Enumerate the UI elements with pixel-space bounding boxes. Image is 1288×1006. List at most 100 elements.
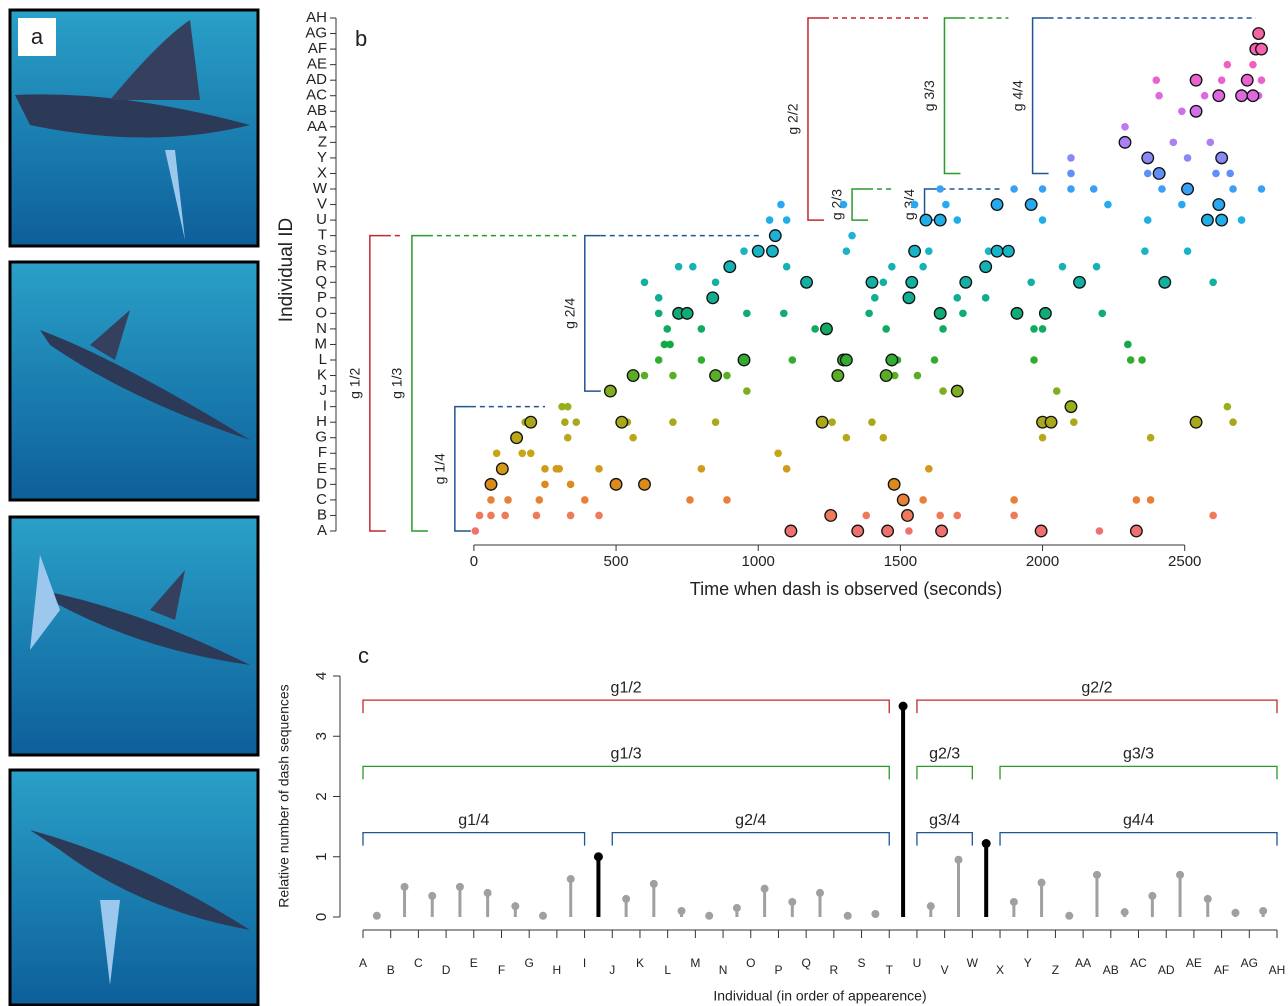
dash-point xyxy=(828,418,836,426)
dash-point xyxy=(1095,527,1104,535)
group-label: g3/3 xyxy=(1123,746,1154,763)
circled-point xyxy=(990,244,1004,258)
circled-point xyxy=(784,524,798,538)
dash-point xyxy=(782,262,791,271)
dash-point xyxy=(1058,262,1067,271)
dash-point xyxy=(535,496,544,504)
bracket xyxy=(999,832,1278,846)
lollipop-head xyxy=(566,875,575,884)
dash-point xyxy=(1249,60,1257,69)
circled-point xyxy=(879,369,893,382)
circled-point xyxy=(950,384,964,398)
dash-point xyxy=(1223,60,1232,69)
bracket xyxy=(916,699,1278,714)
circled-point xyxy=(1189,73,1203,87)
y-tick-label: V xyxy=(317,196,327,213)
dash-point xyxy=(788,356,797,364)
x-tick-label: AG xyxy=(1241,956,1258,970)
dash-point xyxy=(669,418,677,426)
x-tick-label: 1500 xyxy=(884,553,917,570)
circled-point xyxy=(1252,27,1266,40)
dash-point xyxy=(1126,356,1135,364)
dash-point xyxy=(1092,262,1101,271)
y-tick-label: Y xyxy=(317,149,327,166)
x-tick-label: R xyxy=(830,963,839,977)
dash-point xyxy=(1010,496,1018,504)
x-tick-label: V xyxy=(941,963,949,977)
dash-point xyxy=(572,418,581,426)
dash-point xyxy=(1229,418,1237,426)
group-label: g 1/4 xyxy=(432,453,448,484)
lollipop-head xyxy=(705,911,714,920)
group-label: g 1/2 xyxy=(347,368,363,399)
bracket xyxy=(943,17,961,175)
circled-point xyxy=(905,275,919,289)
dash-point xyxy=(1067,169,1075,178)
circled-point xyxy=(1038,306,1052,320)
x-axis-label: Time when dash is observed (seconds) xyxy=(690,579,1002,599)
y-axis-label: Relative number of dash sequences xyxy=(276,684,292,907)
circled-point xyxy=(737,353,751,367)
circled-point xyxy=(1240,73,1254,87)
y-tick-label: I xyxy=(323,398,327,415)
bracket xyxy=(362,832,586,846)
dash-point xyxy=(1089,185,1098,193)
lollipop-head xyxy=(622,894,631,903)
circled-point xyxy=(979,260,993,274)
lollipop-head xyxy=(843,911,852,920)
panel-label: a xyxy=(31,24,44,49)
dash-point xyxy=(953,294,962,302)
bracket xyxy=(999,765,1278,780)
circled-point xyxy=(800,275,814,289)
lollipop-head xyxy=(539,911,548,920)
y-tick-label: E xyxy=(317,460,327,477)
dash-point xyxy=(471,527,480,535)
x-tick-label: G xyxy=(525,956,534,970)
x-tick-label: AD xyxy=(1158,963,1175,977)
lollipop-head xyxy=(788,897,797,906)
x-tick-label: C xyxy=(414,956,423,970)
dash-point xyxy=(882,325,890,333)
x-axis-label: Individual (in order of appearence) xyxy=(713,988,926,1004)
dash-point xyxy=(984,247,993,255)
y-axis-label: Individual ID xyxy=(276,218,297,323)
dash-point xyxy=(595,511,603,520)
circled-point xyxy=(1010,306,1024,320)
circled-point xyxy=(1212,89,1226,103)
circled-point xyxy=(638,477,651,491)
circled-point xyxy=(1212,198,1226,211)
y-tick-label: A xyxy=(317,522,327,539)
panel-label: c xyxy=(358,643,369,668)
circled-point xyxy=(887,477,901,491)
circled-point xyxy=(524,415,538,429)
dash-point xyxy=(1237,216,1246,224)
y-tick-label: AB xyxy=(307,102,327,119)
bracket xyxy=(916,765,973,780)
circled-point xyxy=(1034,524,1048,538)
x-tick-label: M xyxy=(690,956,700,970)
dash-point xyxy=(674,262,683,271)
dash-point xyxy=(870,294,879,302)
bracket xyxy=(851,188,869,221)
lollipop-head xyxy=(1148,891,1157,900)
x-tick-label: I xyxy=(583,956,586,970)
dash-point xyxy=(566,511,575,520)
dash-point xyxy=(566,480,575,489)
dash-point xyxy=(487,496,495,504)
y-tick-label: L xyxy=(319,351,327,368)
circled-point xyxy=(908,244,922,258)
y-tick-label: N xyxy=(316,320,327,337)
x-tick-label: A xyxy=(359,956,367,970)
dash-point xyxy=(777,200,785,209)
fin xyxy=(165,150,185,240)
x-tick-label: AA xyxy=(1075,956,1091,970)
lollipop-head xyxy=(954,855,963,864)
circled-point xyxy=(706,291,720,305)
dash-point xyxy=(879,433,888,442)
dash-point xyxy=(561,418,569,426)
dash-point xyxy=(890,371,899,380)
group-label: g2/3 xyxy=(929,746,960,763)
dash-point xyxy=(862,511,871,520)
group-label: g1/4 xyxy=(458,812,489,829)
dash-point xyxy=(1010,511,1018,520)
